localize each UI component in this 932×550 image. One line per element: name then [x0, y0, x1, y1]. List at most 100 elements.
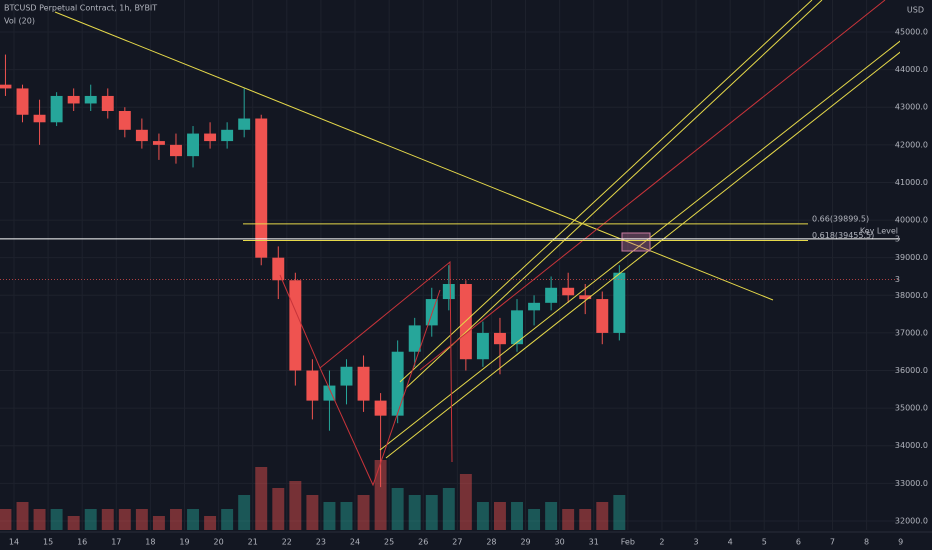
trend-line: [54, 11, 774, 301]
candle-body: [323, 385, 336, 401]
candle-body: [101, 95, 114, 111]
x-tick-label: 14: [9, 538, 19, 547]
x-tick-label: 17: [111, 538, 121, 547]
y-tick-label: 44000.0: [895, 65, 928, 74]
candle-body: [118, 110, 131, 130]
volume-bar: [135, 509, 148, 530]
x-tick-label: 29: [520, 538, 530, 547]
candle-body: [152, 141, 165, 145]
x-tick-label: 26: [418, 538, 428, 547]
drawings: [54, 0, 932, 487]
volume-bar: [152, 516, 165, 530]
candle-body: [272, 257, 285, 281]
y-tick-label: 40000.0: [895, 216, 928, 225]
price-axis: [900, 0, 932, 550]
candle-body: [425, 299, 438, 326]
volume-bar: [442, 488, 455, 530]
candle-body: [613, 272, 626, 333]
y-tick-label: 41000.0: [895, 178, 928, 187]
candle-body: [391, 351, 404, 416]
candle-body: [545, 287, 558, 303]
x-tick-label: 3: [694, 538, 699, 547]
volume-bar: [16, 502, 29, 530]
channel-line: [379, 15, 932, 451]
pattern-line: [319, 289, 441, 487]
fib-label: 0.66(39899.5): [812, 214, 869, 223]
y-tick-label: 34000.0: [895, 441, 928, 450]
x-tick-label: 16: [77, 538, 87, 547]
candle-body: [33, 114, 46, 123]
candle-body: [340, 366, 353, 386]
x-tick-label: 27: [452, 538, 462, 547]
y-tick-label: 45000.0: [895, 28, 928, 37]
y-tick-label: 32000.0: [895, 516, 928, 525]
candle-body: [459, 284, 472, 360]
x-tick-label: 15: [43, 538, 53, 547]
pattern-line: [279, 260, 453, 463]
highlight-box: [621, 232, 651, 252]
candle-body: [289, 280, 302, 371]
candle-body: [238, 118, 251, 130]
candle-body: [0, 84, 12, 89]
candle-body: [50, 95, 63, 123]
y-tick-label: 35000.0: [895, 404, 928, 413]
volume-bar: [391, 488, 404, 530]
volume-bar: [528, 509, 541, 530]
candle-body: [374, 400, 387, 416]
median-line: [419, 0, 886, 371]
candle-body: [596, 299, 609, 333]
x-tick-label: 24: [350, 538, 360, 547]
chart-title: BTCUSD Perpetual Contract, 1h, BYBIT: [4, 4, 157, 13]
x-tick-label: 8: [864, 538, 869, 547]
volume-bar: [221, 509, 234, 530]
volume-bar: [374, 460, 387, 530]
x-tick-label: 20: [214, 538, 224, 547]
y-tick-label: 42000.0: [895, 140, 928, 149]
volume-bar: [596, 502, 609, 530]
volume-bar: [84, 509, 97, 530]
volume-bar: [170, 509, 182, 530]
volume-bar: [272, 488, 285, 530]
x-tick-label: 22: [282, 538, 292, 547]
candle-body: [67, 95, 80, 104]
indicator-label: Vol (20): [4, 17, 35, 26]
x-tick-label: 19: [179, 538, 189, 547]
volume-bar: [511, 502, 523, 530]
volume-bar: [323, 502, 336, 530]
volume-bar: [204, 516, 217, 530]
x-tick-label: 6: [796, 538, 801, 547]
volume-bar: [425, 495, 438, 530]
x-tick-label: 28: [486, 538, 496, 547]
candle-body: [306, 370, 319, 401]
candle-body: [170, 144, 182, 157]
volume-bar: [357, 495, 370, 530]
x-tick-label: 2: [659, 538, 664, 547]
volume-bar: [33, 509, 46, 530]
volume-bar: [289, 481, 302, 530]
y-tick-label: 43000.0: [895, 103, 928, 112]
volume-bar: [50, 509, 63, 530]
volume-bar: [255, 467, 268, 530]
x-tick-label: 5: [762, 538, 767, 547]
volume-bar: [562, 509, 575, 530]
candle-body: [16, 88, 29, 115]
channel-line: [399, 0, 813, 383]
channel-line: [385, 26, 932, 459]
candle-body: [528, 302, 541, 311]
candle-body: [493, 332, 506, 345]
x-tick-label: 23: [316, 538, 326, 547]
channel-line: [405, 0, 823, 389]
x-tick-label: 4: [728, 538, 733, 547]
volume-bar: [459, 474, 472, 530]
candle-body: [357, 366, 370, 401]
candle-body: [476, 332, 489, 360]
currency: USD: [907, 6, 924, 15]
candle-body: [408, 325, 421, 352]
candle-body: [511, 310, 523, 345]
x-tick-label: 30: [555, 538, 565, 547]
candle-body: [84, 95, 97, 104]
x-tick-label: 31: [589, 538, 599, 547]
grid: [0, 0, 902, 530]
y-tick-label: 33000.0: [895, 479, 928, 488]
